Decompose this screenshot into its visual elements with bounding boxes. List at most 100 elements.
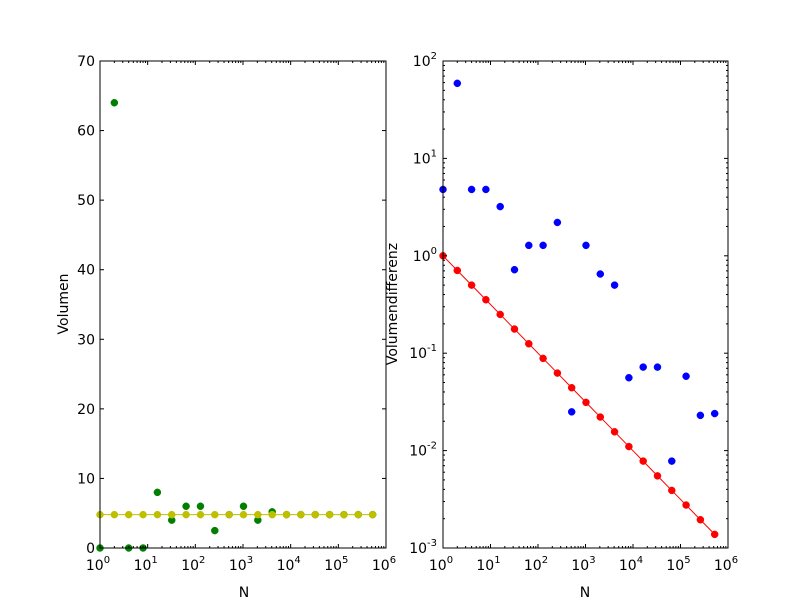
y-tick-label: 10-2 (409, 441, 437, 460)
x-tick-label: 102 (181, 555, 205, 574)
x-axis-label: N (239, 585, 249, 601)
y-tick-label: 10-1 (409, 343, 437, 362)
data-point (354, 510, 363, 519)
data-point (696, 411, 705, 420)
y-tick-label: 30 (77, 332, 95, 348)
data-point (368, 510, 377, 519)
data-point (340, 510, 348, 519)
data-point (610, 428, 619, 436)
data-point (696, 516, 705, 524)
data-point (311, 510, 319, 519)
data-point (525, 241, 533, 250)
data-point (553, 369, 562, 377)
data-point (153, 510, 162, 519)
data-point (325, 510, 334, 519)
y-tick-label: 70 (77, 54, 95, 70)
y-tick-label: 50 (77, 193, 95, 209)
x-tick-label: 101 (134, 555, 158, 574)
data-point (482, 295, 490, 304)
x-tick-label: 105 (666, 555, 690, 574)
y-tick-label: 40 (77, 263, 95, 279)
data-point (196, 510, 205, 519)
y-tick-label: 20 (77, 402, 95, 418)
data-point (482, 185, 490, 194)
data-point (682, 501, 690, 509)
data-point (211, 510, 219, 519)
axes-frame (442, 60, 729, 549)
x-tick-label: 100 (86, 555, 110, 574)
data-point (110, 510, 119, 519)
data-point (453, 79, 462, 88)
data-point (139, 510, 147, 519)
y-axis-label: Volumendifferenz (385, 243, 401, 365)
data-point (254, 510, 262, 519)
y-tick-label: 101 (413, 148, 437, 167)
data-point (525, 340, 533, 348)
data-point (225, 510, 233, 519)
data-point (453, 266, 462, 275)
series-1 (439, 252, 719, 539)
data-point (567, 408, 576, 416)
data-point (668, 486, 676, 495)
x-tick-label: 100 (429, 555, 453, 574)
data-point (567, 383, 576, 392)
data-point (539, 241, 547, 250)
data-point (110, 98, 119, 107)
data-point (625, 442, 633, 451)
data-point (639, 457, 647, 465)
data-point (239, 502, 248, 511)
x-axis-label: N (580, 585, 590, 601)
y-axis-ticks: 10-3 10-2 10-1 100 101 102 (409, 51, 728, 557)
data-point (553, 218, 562, 227)
data-point (653, 363, 662, 371)
data-point (710, 409, 719, 418)
data-point (196, 502, 205, 511)
data-point (211, 526, 219, 535)
x-tick-label: 104 (277, 555, 301, 574)
data-point (282, 510, 291, 519)
data-point (582, 398, 590, 407)
data-point (539, 354, 547, 363)
x-tick-label: 103 (229, 555, 253, 574)
chart-volumendifferenz: N Volumendifferenz 100 101 102 103 104 105 106… (385, 51, 738, 601)
data-point (668, 457, 676, 465)
data-point (582, 241, 590, 250)
data-point (268, 510, 276, 519)
data-point (653, 472, 662, 480)
x-tick-label: 106 (714, 555, 738, 574)
y-tick-label: 102 (413, 51, 437, 70)
x-tick-label: 101 (476, 555, 500, 574)
data-point (153, 488, 162, 497)
y-tick-label: 10-3 (409, 538, 437, 557)
axes-frame (99, 60, 387, 549)
data-point (124, 510, 133, 519)
y-axis-label: Volumen (56, 274, 72, 335)
data-point (167, 510, 176, 519)
y-tick-label: 100 (413, 246, 437, 265)
data-point (625, 373, 633, 382)
data-point (610, 281, 619, 289)
data-point (596, 413, 605, 421)
y-tick-label: 10 (77, 471, 95, 487)
x-tick-label: 103 (571, 555, 595, 574)
data-point (467, 185, 476, 194)
data-point (182, 502, 190, 511)
x-axis-ticks: 100 101 102 103 104 105 106 (429, 61, 738, 574)
data-point (510, 265, 519, 274)
data-point (682, 372, 690, 380)
x-tick-label: 106 (372, 555, 396, 574)
data-point (239, 510, 248, 519)
series-1 (96, 510, 377, 519)
data-point (710, 530, 719, 539)
x-tick-label: 105 (324, 555, 348, 574)
data-point (297, 510, 305, 519)
x-tick-label: 102 (524, 555, 548, 574)
data-point (596, 270, 605, 278)
data-point (467, 281, 476, 289)
data-point (510, 325, 519, 333)
x-tick-label: 104 (619, 555, 643, 574)
data-point (182, 510, 190, 519)
series-0 (439, 79, 719, 465)
